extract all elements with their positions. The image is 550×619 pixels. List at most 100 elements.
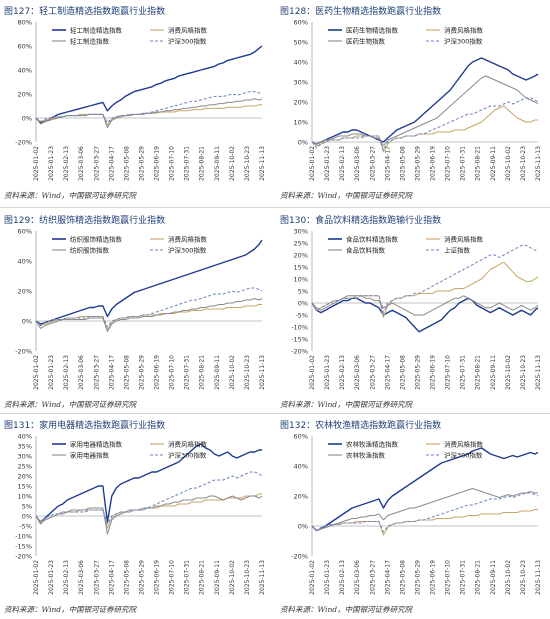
series-line-selected	[35, 239, 263, 325]
x-tick-label: 2025-06-19	[154, 146, 161, 181]
x-tick-label: 2025-10-02	[505, 146, 512, 181]
x-tick-label: 2025-05-29	[414, 560, 421, 595]
x-tick-label: 2025-01-23	[324, 560, 331, 595]
x-tick-label: 2025-05-08	[399, 146, 406, 181]
series-line-selected	[35, 443, 262, 523]
legend-label: 纺织服饰精选指数	[70, 235, 123, 244]
source-note: 资料来源：Wind，中国银河证券研究院	[4, 400, 137, 409]
x-tick-label: 2025-06-19	[430, 146, 437, 181]
series-line-industry	[35, 298, 263, 332]
chart-svg: -20% 0% 20% 40% 60% 80% 2025-01-02 2025-01-23 20…	[15, 19, 266, 181]
x-tick-label: 2025-10-02	[229, 355, 236, 390]
y-tick-label: 10%	[294, 276, 308, 284]
source-note: 资料来源：Wind，中国银河证券研究院	[4, 605, 137, 614]
x-tick-label: 2025-01-23	[324, 355, 331, 390]
legend-label: 纺织服饰指数	[70, 246, 110, 255]
y-tick-label: 25%	[18, 463, 32, 471]
x-tick-label: 2025-10-23	[520, 146, 527, 181]
series-line-bench	[35, 91, 263, 124]
x-tick-label: 2025-10-23	[244, 146, 251, 181]
x-tick-label: 2025-07-31	[460, 355, 467, 390]
series-line-style	[311, 105, 538, 153]
x-tick-label: 2025-09-11	[214, 355, 221, 390]
x-tick-label: 2025-01-23	[48, 560, 55, 595]
x-tick-label: 2025-02-13	[63, 560, 70, 595]
chart-svg: -20% -15% -10% -5% 0% 5% 10% 15% 20% 25% 30% 35% 40%…	[15, 433, 266, 595]
y-tick-label: -10%	[291, 324, 308, 332]
x-tick-label: 2025-03-06	[78, 355, 85, 390]
source-note: 资料来源：Wind，中国银河证券研究院	[280, 400, 413, 409]
x-tick-label: 2025-02-13	[339, 355, 346, 390]
y-tick-label: 25%	[294, 240, 308, 248]
series-line-selected	[311, 57, 539, 145]
legend-label: 沪深300指数	[444, 451, 483, 460]
legend-label: 沪深300指数	[168, 451, 207, 460]
chart-panel-textile: 图129：纺织服饰精选指数跑赢行业指数 -20% 0% 20% 40% 60% 2025-…	[0, 209, 270, 414]
y-tick-label: 80%	[18, 19, 32, 27]
legend-label: 沪深300指数	[168, 246, 207, 255]
chart-title: 图132：农林牧渔精选指数跑赢行业指数	[280, 421, 442, 431]
x-tick-label: 2025-04-17	[108, 560, 115, 595]
x-tick-label: 2025-11-13	[259, 355, 266, 390]
y-tick-label: 0%	[22, 115, 32, 123]
chart-title: 图128：医药生物精选指数跑赢行业指数	[280, 7, 442, 17]
x-tick-label: 2025-05-29	[414, 355, 421, 390]
row-divider	[0, 413, 550, 414]
series-line-bench	[311, 492, 539, 533]
x-tick-label: 2025-08-21	[199, 146, 206, 181]
x-tick-label: 2025-05-08	[123, 146, 130, 181]
series-line-style	[311, 261, 539, 318]
series-line-bench	[35, 287, 263, 328]
x-tick-label: 2025-10-23	[244, 355, 251, 390]
series-line-industry	[311, 295, 539, 316]
y-tick-label: 20%	[294, 99, 308, 107]
y-tick-label: 40%	[18, 433, 32, 441]
x-tick-label: 2025-06-19	[154, 560, 161, 595]
x-tick-label: 2025-03-06	[354, 146, 361, 181]
y-tick-label: -10%	[15, 533, 32, 541]
chart-panel-home-appliance: 图131：家用电器精选指数跑赢行业指数 -20% -15% -10% -5% 0% 5% 1…	[0, 414, 270, 619]
y-tick-label: 40%	[294, 59, 308, 67]
legend-label: 农林牧渔指数	[346, 451, 386, 460]
x-tick-label: 2025-10-02	[505, 355, 512, 390]
x-tick-label: 2025-07-10	[169, 146, 176, 181]
x-tick-label: 2025-06-19	[154, 355, 161, 390]
series-line-selected	[311, 447, 539, 532]
chart-title: 图129：纺织服饰精选指数跑赢行业指数	[4, 216, 166, 226]
x-tick-label: 2025-08-21	[199, 355, 206, 390]
legend-label: 沪深300指数	[168, 37, 207, 46]
x-tick-label: 2025-03-06	[354, 560, 361, 595]
y-tick-label: 20%	[18, 91, 32, 99]
x-tick-label: 2025-01-02	[33, 146, 40, 181]
x-tick-label: 2025-04-17	[384, 355, 391, 390]
chart-svg: -20% -15% -10% -5% 0% 5% 10% 15% 20% 25% 30% 2025-0…	[291, 228, 542, 390]
chart-title: 图130：食品饮料精选指数跑输行业指数	[280, 216, 442, 226]
x-tick-label: 2025-05-08	[399, 355, 406, 390]
x-tick-label: 2025-05-08	[399, 560, 406, 595]
x-tick-label: 2025-03-27	[369, 560, 376, 595]
x-tick-label: 2025-01-23	[48, 146, 55, 181]
y-tick-label: -15%	[291, 336, 308, 344]
legend-label: 医药生物精选指数	[346, 26, 399, 35]
x-tick-label: 2025-07-10	[445, 355, 452, 390]
source-note: 资料来源：Wind，中国银河证券研究院	[280, 605, 413, 614]
x-tick-label: 2025-10-23	[244, 560, 251, 595]
y-tick-label: 0%	[22, 513, 32, 521]
x-tick-label: 2025-03-06	[78, 146, 85, 181]
series-line-style	[35, 104, 262, 126]
x-tick-label: 2025-08-21	[199, 560, 206, 595]
x-tick-label: 2025-09-11	[490, 560, 497, 595]
x-tick-label: 2025-05-29	[138, 560, 145, 595]
legend-label: 消费风格指数	[168, 440, 208, 449]
y-tick-label: 15%	[18, 483, 32, 491]
x-tick-label: 2025-09-11	[214, 146, 221, 181]
y-tick-label: 30%	[294, 228, 308, 236]
x-tick-label: 2025-11-13	[259, 560, 266, 595]
series-line-bench	[311, 97, 539, 151]
y-tick-label: -20%	[15, 348, 32, 356]
y-tick-label: 0%	[298, 300, 308, 308]
y-tick-label: 60%	[18, 43, 32, 51]
x-tick-label: 2025-05-29	[414, 146, 421, 181]
series-line-bench	[311, 244, 538, 314]
x-tick-label: 2025-03-06	[78, 560, 85, 595]
